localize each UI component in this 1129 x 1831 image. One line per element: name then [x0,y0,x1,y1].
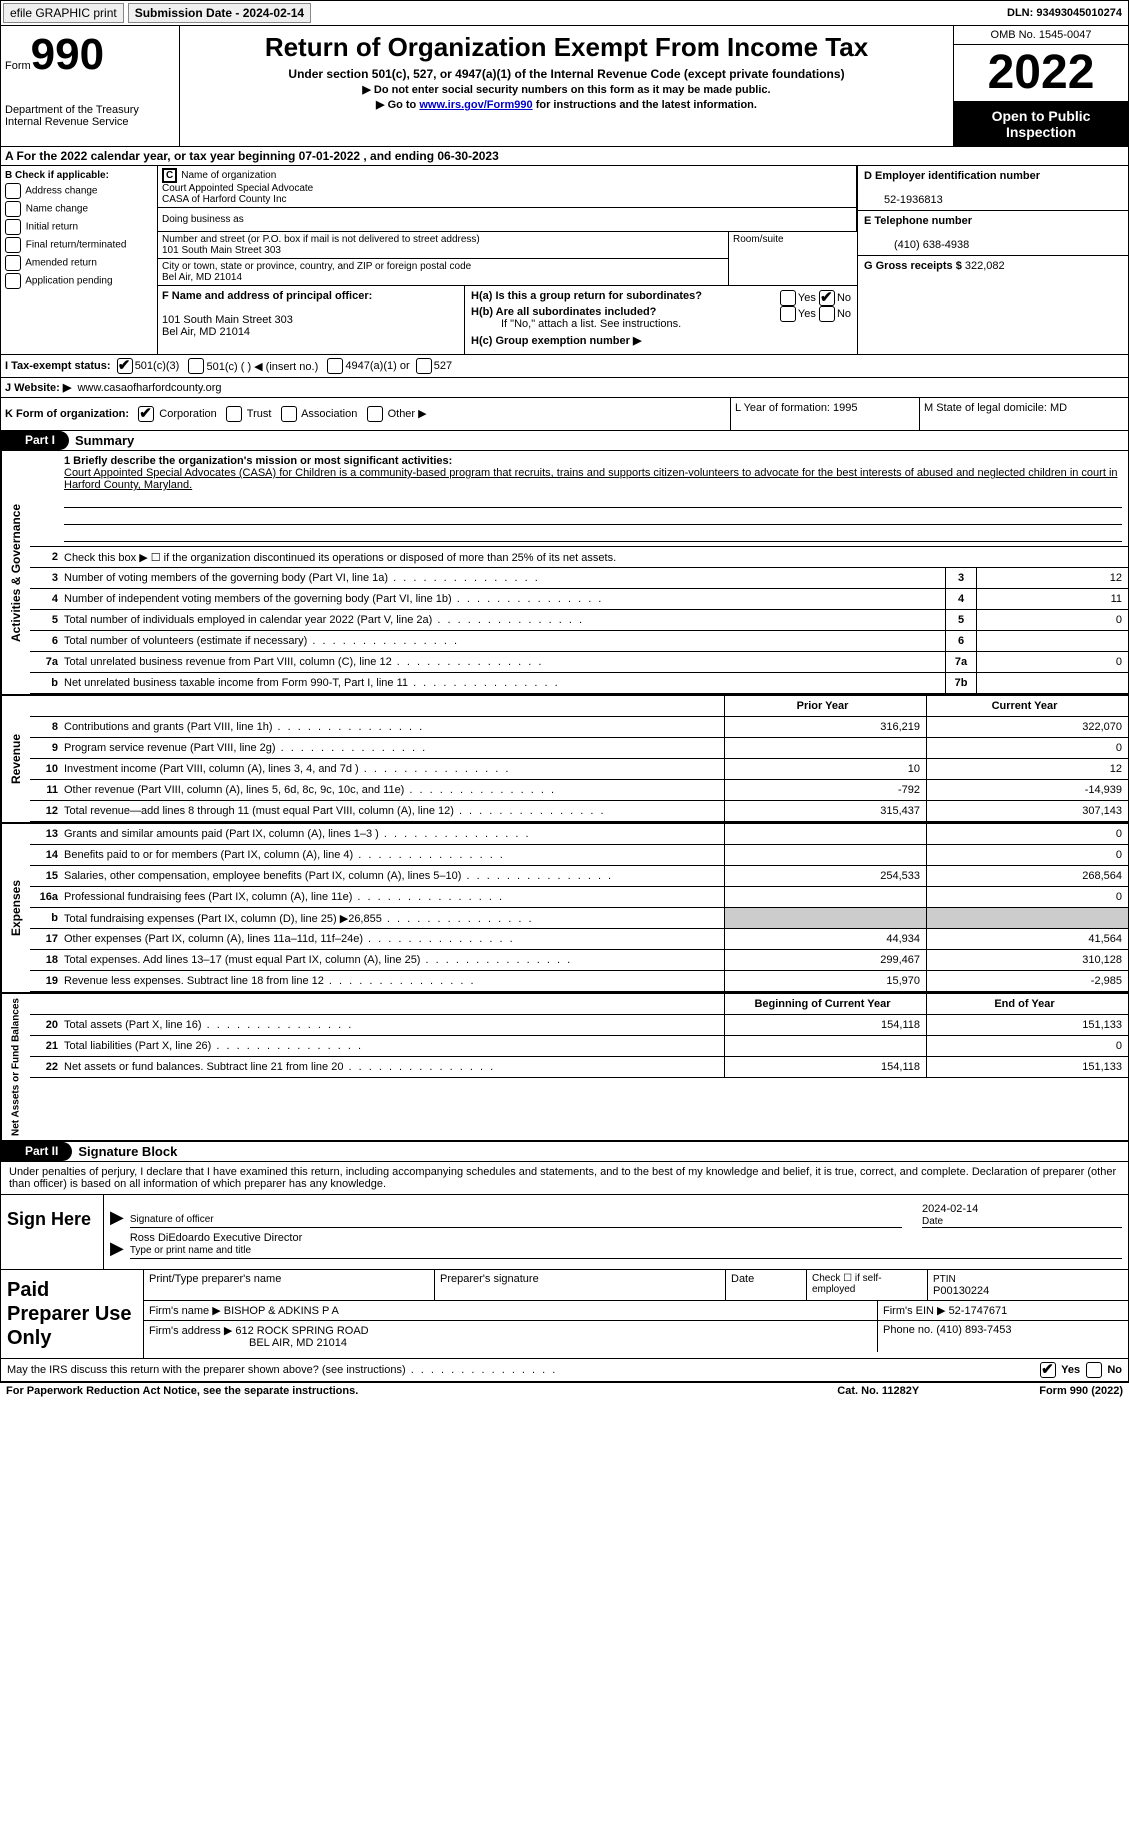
preparer-block: Paid Preparer Use Only Print/Type prepar… [0,1270,1129,1359]
top-bar: efile GRAPHIC print Submission Date - 20… [0,0,1129,26]
ein-box: D Employer identification number52-19368… [858,166,1128,211]
note-ssn: ▶ Do not enter social security numbers o… [184,83,949,96]
sign-block: Sign Here ▶ Signature of officer 2024-02… [0,1195,1129,1270]
submission-date: Submission Date - 2024-02-14 [128,3,311,23]
part-ii-header: Part II Signature Block [0,1142,1129,1162]
form-subtitle: Under section 501(c), 527, or 4947(a)(1)… [184,67,949,81]
form-title: Return of Organization Exempt From Incom… [184,32,949,63]
tax-year: 2022 [954,45,1128,102]
dba-box: Doing business as [158,208,856,231]
mission-box: 1 Briefly describe the organization's mi… [30,451,1128,547]
dept-treasury: Department of the Treasury Internal Reve… [5,104,175,128]
omb-number: OMB No. 1545-0047 [954,26,1128,45]
efile-btn[interactable]: efile GRAPHIC print [3,3,124,23]
open-inspection: Open to Public Inspection [954,102,1128,146]
form-header: Form990 Department of the Treasury Inter… [0,26,1129,147]
penalty-text: Under penalties of perjury, I declare th… [0,1162,1129,1195]
officer-box: F Name and address of principal officer:… [158,286,465,354]
entity-grid: B Check if applicable: Address change Na… [0,166,1129,355]
tax-status-row: I Tax-exempt status: 501(c)(3) 501(c) ( … [0,355,1129,378]
vtab-revenue: Revenue [1,696,30,822]
dln: DLN: 93493045010274 [1007,7,1122,19]
irs-link[interactable]: www.irs.gov/Form990 [419,99,532,111]
phone-box: E Telephone number(410) 638-4938 [858,211,1128,256]
website-row: J Website: ▶ www.casaofharfordcounty.org [0,378,1129,398]
discuss-row: May the IRS discuss this return with the… [0,1359,1129,1383]
vtab-expenses: Expenses [1,824,30,992]
line-a: A For the 2022 calendar year, or tax yea… [0,147,1129,166]
note-link: ▶ Go to www.irs.gov/Form990 for instruct… [184,98,949,111]
vtab-netassets: Net Assets or Fund Balances [1,994,30,1140]
room-box: Room/suite [729,232,857,285]
form-label: Form [5,60,31,72]
form-number: 990 [31,30,104,79]
city-box: City or town, state or province, country… [158,259,728,285]
box-h: H(a) Is this a group return for subordin… [465,286,857,354]
footer: For Paperwork Reduction Act Notice, see … [0,1383,1129,1399]
form-org-row: K Form of organization: Corporation Trus… [0,398,1129,431]
org-name-box: CName of organization Court Appointed Sp… [158,166,856,208]
street-box: Number and street (or P.O. box if mail i… [158,232,728,259]
part-i-header: Part I Summary [0,431,1129,451]
gross-box: G Gross receipts $ 322,082 [858,256,1128,276]
vtab-activities: Activities & Governance [1,451,30,694]
box-b: B Check if applicable: Address change Na… [1,166,158,354]
